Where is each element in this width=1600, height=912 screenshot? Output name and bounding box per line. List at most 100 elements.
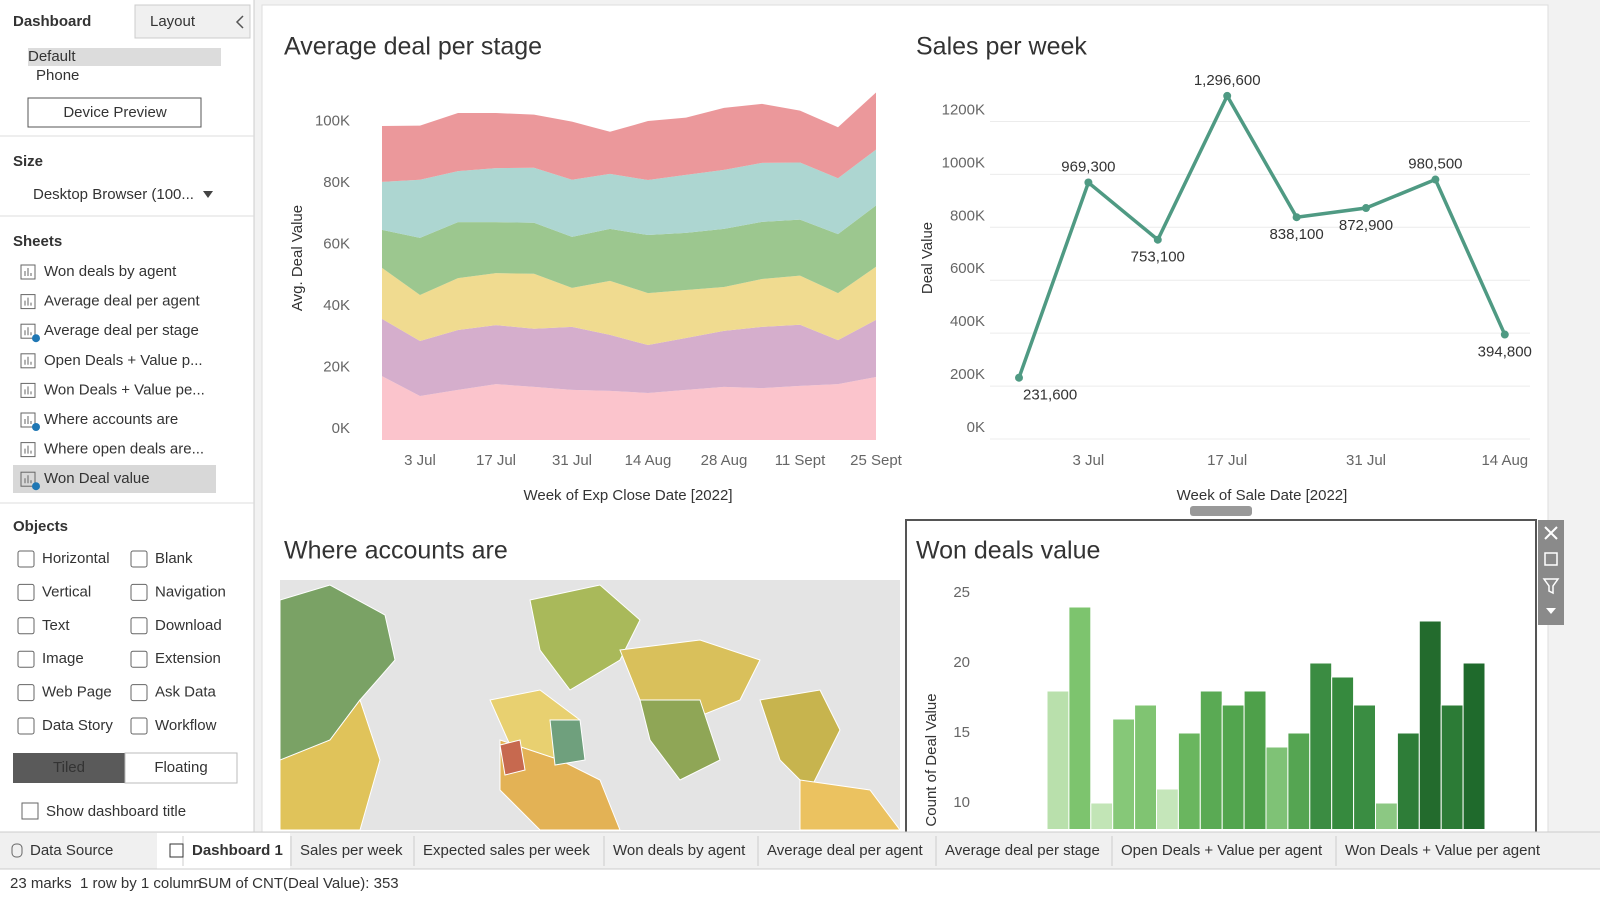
bar bbox=[1375, 802, 1398, 829]
sheet-tab[interactable]: Data Source bbox=[30, 842, 113, 859]
dropdown-value[interactable]: Desktop Browser (100... bbox=[33, 186, 194, 203]
sheet-tab[interactable]: Won Deals + Value per agent bbox=[1345, 842, 1541, 859]
y-tick-label: 60K bbox=[323, 236, 350, 253]
status-text: 1 row by 1 column bbox=[80, 875, 202, 892]
data-label: 753,100 bbox=[1131, 249, 1185, 266]
sheet-tab[interactable]: Average deal per agent bbox=[767, 842, 924, 859]
object-item[interactable]: Navigation bbox=[155, 583, 226, 600]
area bbox=[382, 266, 876, 346]
section-heading: Size bbox=[13, 153, 43, 170]
object-icon bbox=[17, 550, 35, 568]
dashboard-icon bbox=[169, 843, 184, 858]
data-label: 231,600 bbox=[1023, 387, 1077, 404]
device-option[interactable]: Phone bbox=[36, 67, 79, 84]
object-item[interactable]: Ask Data bbox=[155, 684, 217, 701]
chart-title: Average deal per stage bbox=[284, 33, 542, 61]
sheet-item[interactable]: Where open deals are... bbox=[44, 441, 204, 458]
x-tick-label: 17 Jul bbox=[1207, 452, 1247, 469]
sheet-tab[interactable]: Expected sales per week bbox=[423, 842, 590, 859]
sheet-icon bbox=[24, 327, 32, 336]
sheet-badge bbox=[32, 334, 40, 343]
sheet-tab[interactable]: Dashboard 1 bbox=[192, 842, 283, 859]
object-item[interactable]: Web Page bbox=[42, 684, 112, 701]
sheet-icon bbox=[20, 471, 36, 487]
area bbox=[382, 92, 876, 182]
dropdown-arrow[interactable] bbox=[203, 191, 213, 198]
tiled-button[interactable] bbox=[13, 753, 125, 783]
menu-icon[interactable] bbox=[1546, 608, 1556, 614]
sheet-icon bbox=[20, 382, 36, 398]
object-item[interactable]: Text bbox=[42, 617, 70, 634]
sheet-tab[interactable]: Sales per week bbox=[300, 842, 403, 859]
line bbox=[1017, 92, 1507, 379]
y-tick-label: 25 bbox=[953, 584, 970, 601]
resize-handle[interactable] bbox=[1190, 506, 1252, 516]
object-item[interactable]: Image bbox=[42, 650, 84, 667]
point bbox=[1500, 330, 1509, 339]
sheet-item[interactable]: Won Deals + Value pe... bbox=[44, 381, 205, 398]
tab[interactable]: Dashboard bbox=[13, 13, 91, 30]
y-tick-label: 1000K bbox=[942, 154, 985, 171]
object-icon bbox=[130, 583, 148, 601]
sheet-item[interactable]: Where accounts are bbox=[44, 411, 178, 428]
object-icon bbox=[130, 684, 148, 702]
object-item[interactable]: Download bbox=[155, 617, 222, 634]
panel-toolbar[interactable] bbox=[1538, 520, 1564, 625]
object-icon bbox=[17, 684, 35, 702]
floating-button[interactable] bbox=[124, 752, 238, 784]
layout-tab-bg[interactable] bbox=[134, 4, 251, 39]
active-tab[interactable] bbox=[157, 833, 290, 869]
point bbox=[1084, 178, 1093, 187]
data-label: 838,100 bbox=[1269, 226, 1323, 243]
object-item[interactable]: Workflow bbox=[155, 717, 217, 734]
filter-icon[interactable] bbox=[1542, 578, 1560, 595]
sheet-item[interactable]: Average deal per agent bbox=[44, 293, 201, 310]
x-tick-label: 11 Sept bbox=[775, 452, 826, 469]
collapse-icon[interactable] bbox=[235, 15, 244, 29]
sheet-tab[interactable]: Won deals by agent bbox=[613, 842, 746, 859]
device-preview-button[interactable] bbox=[27, 97, 202, 128]
close-icon[interactable] bbox=[1544, 526, 1558, 540]
section-heading: Objects bbox=[13, 518, 68, 535]
object-item[interactable]: Horizontal bbox=[42, 550, 110, 567]
status-text: 23 marks bbox=[10, 875, 72, 892]
toggle-label[interactable]: Tiled bbox=[53, 759, 85, 776]
y-tick-label: 600K bbox=[950, 260, 985, 277]
sheet-tab[interactable]: Average deal per stage bbox=[945, 842, 1100, 859]
sheet-item[interactable]: Average deal per stage bbox=[44, 322, 199, 339]
tab[interactable]: Layout bbox=[150, 13, 196, 30]
map-region bbox=[759, 689, 841, 791]
sheet-icon bbox=[24, 268, 32, 276]
sheet-badge bbox=[32, 482, 40, 491]
x-tick-label: 14 Aug bbox=[625, 452, 672, 469]
object-item[interactable]: Data Story bbox=[42, 717, 113, 734]
section-heading: Sheets bbox=[13, 233, 62, 250]
x-tick-label: 17 Jul bbox=[476, 452, 516, 469]
object-icon bbox=[130, 717, 148, 735]
button-label[interactable]: Device Preview bbox=[63, 104, 167, 121]
device-highlight bbox=[28, 48, 221, 66]
open-icon[interactable] bbox=[1544, 552, 1558, 566]
toggle-label[interactable]: Floating bbox=[154, 759, 207, 776]
y-axis-title: Avg. Deal Value bbox=[289, 205, 306, 311]
object-item[interactable]: Extension bbox=[155, 650, 221, 667]
object-item[interactable]: Blank bbox=[155, 550, 193, 567]
y-tick-label: 200K bbox=[950, 366, 985, 383]
object-icon bbox=[17, 717, 35, 735]
y-tick-label: 400K bbox=[950, 313, 985, 330]
data-label: 394,800 bbox=[1478, 343, 1532, 360]
checkbox-label[interactable]: Show dashboard title bbox=[46, 803, 186, 820]
sheet-item[interactable]: Open Deals + Value p... bbox=[44, 352, 203, 369]
sheet-item[interactable]: Won deals by agent bbox=[44, 263, 177, 280]
y-axis-title: Count of Deal Value bbox=[923, 693, 940, 826]
device-option[interactable]: Default bbox=[28, 48, 76, 65]
checkbox[interactable] bbox=[21, 802, 39, 820]
object-item[interactable]: Vertical bbox=[42, 583, 91, 600]
sheet-item[interactable]: Won Deal value bbox=[44, 470, 150, 487]
sheet-tab[interactable]: Open Deals + Value per agent bbox=[1121, 842, 1323, 859]
map-region bbox=[499, 739, 526, 776]
map-region bbox=[639, 699, 721, 781]
point bbox=[1223, 91, 1232, 100]
x-tick-label: 3 Jul bbox=[404, 452, 436, 469]
